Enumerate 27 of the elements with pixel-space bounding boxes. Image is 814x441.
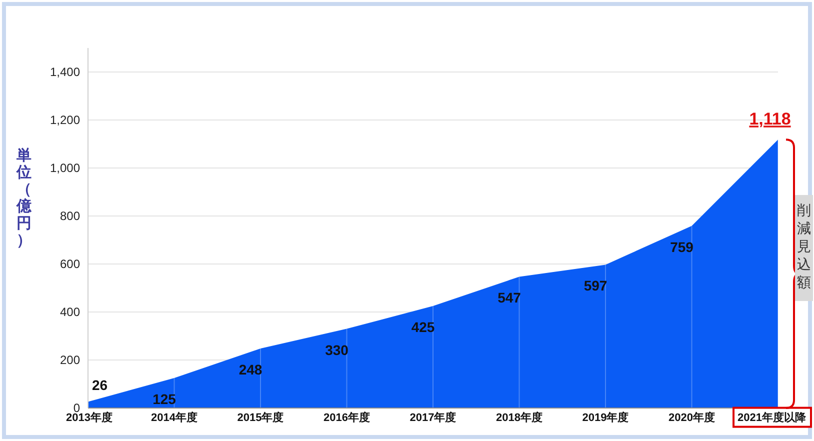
data-label: 547 [498,290,522,306]
x-tick-label: 2017年度 [410,410,456,424]
data-label: 1,118 [749,110,791,129]
x-tick-label: 2019年度 [582,410,629,424]
y-tick-label: 600 [60,256,80,271]
y-tick-label: 400 [60,304,80,319]
y-tick-label: 1,000 [50,160,80,175]
x-tick-label: 2014年度 [151,410,198,424]
y-tick-label: 1,200 [50,112,80,127]
y-axis-title: 単位（億円） [16,147,32,249]
data-label: 330 [325,342,349,358]
y-tick-label: 800 [60,208,80,223]
x-tick-label: 2016年度 [324,410,370,424]
data-label: 759 [670,238,694,255]
text: 削減見込額 [797,202,811,290]
data-label: 125 [152,391,176,407]
x-tick-label: 2018年度 [496,410,542,424]
y-tick-label: 1,400 [50,64,80,79]
data-label: 26 [92,376,108,393]
x-tick-label: 2021年度以降 [738,410,807,424]
data-label: 425 [411,319,435,335]
x-tick-label: 2015年度 [237,410,284,424]
x-tick-label: 2013年度 [66,410,112,424]
x-tick-label: 2020年度 [668,410,715,424]
y-tick-label: 200 [60,352,80,367]
data-label: 597 [584,278,608,294]
data-label: 248 [238,361,262,378]
